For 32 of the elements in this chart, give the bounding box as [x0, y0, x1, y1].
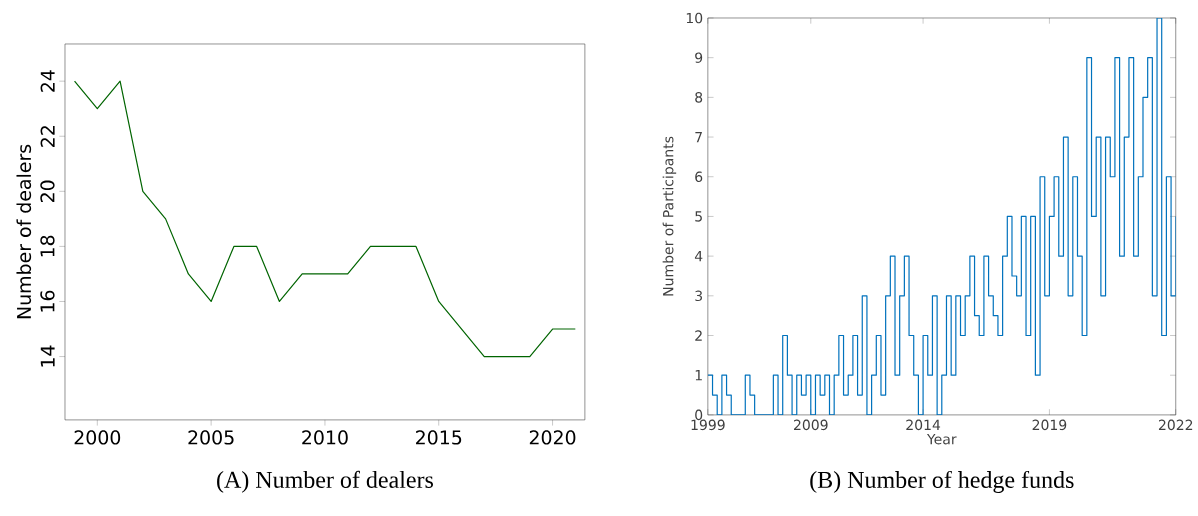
y-tick-label: 9	[695, 52, 703, 64]
y-tick-label: 7	[695, 132, 702, 143]
y-tick-label: 2	[695, 330, 702, 341]
y-tick-label: 3	[695, 290, 703, 302]
y-tick-label: 4	[694, 251, 703, 262]
y-tick-label: 18	[40, 235, 55, 257]
y-tick-label: 1	[695, 370, 702, 381]
x-tick-label: 2015	[416, 430, 462, 445]
y-tick-label: 20	[40, 180, 55, 203]
x-tick-label: 2020	[529, 430, 576, 445]
y-tick-label: 14	[40, 345, 55, 367]
x-tick-label: 2019	[1032, 419, 1067, 431]
y-tick-label: 24	[40, 70, 55, 92]
y-axis-title: Number of Participants	[662, 136, 677, 296]
text: (A) Number of dealers	[217, 470, 434, 493]
x-axis-title: Year	[926, 434, 957, 445]
y-tick-label: 8	[695, 92, 703, 103]
y-tick-label: 5	[695, 211, 702, 222]
x-tick-label: 1999	[691, 419, 725, 431]
y-tick-label: 0	[695, 409, 703, 421]
y-tick-label: 16	[40, 290, 55, 312]
x-tick-label: 2014	[906, 419, 941, 431]
x-tick-label: 2005	[188, 430, 234, 445]
x-tick-label: 2000	[74, 430, 121, 445]
y-tick-label: 6	[695, 171, 703, 183]
x-tick-label: 2022	[1158, 419, 1193, 431]
y-axis-title: Number of dealers	[16, 144, 32, 319]
y-tick-label: 22	[40, 126, 55, 147]
x-tick-label: 2010	[302, 430, 348, 445]
y-tick-label: 10	[686, 12, 703, 24]
text: (B) Number of hedge funds	[810, 470, 1074, 494]
x-tick-label: 2009	[794, 419, 828, 431]
